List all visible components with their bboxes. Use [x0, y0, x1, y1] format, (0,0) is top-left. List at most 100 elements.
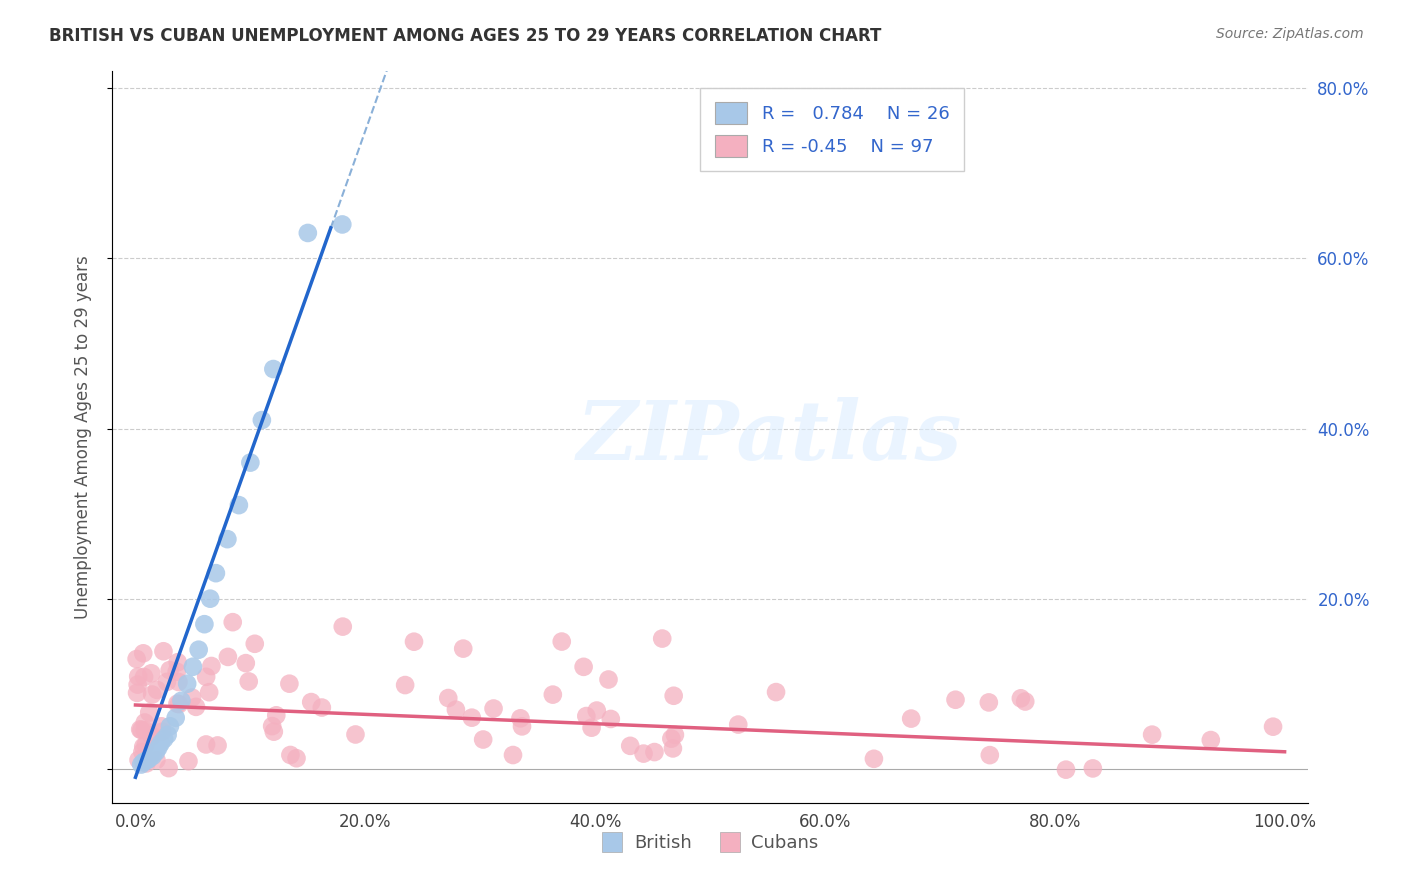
Point [181, 659, 204, 673]
Point [472, 732, 495, 747]
Text: BRITISH VS CUBAN UNEMPLOYMENT AMONG AGES 25 TO 29 YEARS CORRELATION CHART: BRITISH VS CUBAN UNEMPLOYMENT AMONG AGES… [49, 27, 882, 45]
Point [135, 738, 157, 752]
Text: Source: ZipAtlas.com: Source: ZipAtlas.com [1216, 27, 1364, 41]
Point [127, 669, 149, 683]
Point [330, 218, 353, 232]
Point [278, 676, 301, 690]
Point [187, 642, 209, 657]
Point [1054, 763, 1077, 777]
Point [217, 649, 239, 664]
Point [200, 659, 222, 673]
Point [599, 712, 621, 726]
Point [207, 739, 229, 753]
Point [1081, 761, 1104, 775]
Point [145, 745, 167, 759]
Point [131, 745, 153, 759]
Point [299, 695, 322, 709]
Point [541, 688, 564, 702]
Point [1199, 733, 1222, 747]
Point [129, 723, 152, 737]
Point [572, 660, 595, 674]
Point [141, 728, 163, 742]
Legend: British, Cubans: British, Cubans [595, 827, 825, 860]
Point [280, 747, 302, 762]
Point [235, 656, 257, 670]
Point [662, 741, 685, 756]
Point [444, 703, 467, 717]
Point [152, 644, 174, 658]
Point [451, 641, 474, 656]
Point [1140, 728, 1163, 742]
Point [437, 691, 460, 706]
Point [262, 362, 284, 376]
Point [262, 719, 284, 733]
Point [198, 591, 221, 606]
Point [1010, 691, 1032, 706]
Point [250, 413, 273, 427]
Point [575, 709, 598, 723]
Point [662, 689, 685, 703]
Point [1261, 720, 1284, 734]
Point [482, 701, 505, 715]
Point [128, 753, 150, 767]
Point [132, 670, 155, 684]
Point [150, 719, 173, 733]
Point [141, 666, 163, 681]
Point [238, 674, 260, 689]
Point [145, 753, 167, 767]
Point [177, 754, 200, 768]
Point [150, 724, 173, 739]
Point [159, 663, 181, 677]
Point [131, 723, 153, 737]
Point [664, 728, 686, 742]
Point [125, 686, 148, 700]
Point [193, 617, 215, 632]
Point [979, 748, 1001, 763]
Point [509, 711, 531, 725]
Point [863, 752, 886, 766]
Point [166, 697, 188, 711]
Point [166, 655, 188, 669]
Point [156, 728, 179, 742]
Point [141, 688, 163, 702]
Point [141, 730, 163, 744]
Point [146, 682, 169, 697]
Point [977, 695, 1000, 709]
Point [297, 226, 319, 240]
Point [285, 751, 308, 765]
Point [633, 747, 655, 761]
Point [332, 619, 354, 633]
Point [222, 615, 245, 629]
Point [157, 761, 180, 775]
Point [228, 498, 250, 512]
Text: ZIPatlas: ZIPatlas [576, 397, 963, 477]
Y-axis label: Unemployment Among Ages 25 to 29 years: Unemployment Among Ages 25 to 29 years [73, 255, 91, 619]
Point [195, 738, 218, 752]
Point [643, 745, 665, 759]
Point [127, 678, 149, 692]
Point [167, 697, 190, 711]
Point [502, 747, 524, 762]
Point [651, 632, 673, 646]
Point [619, 739, 641, 753]
Point [129, 757, 152, 772]
Point [153, 731, 176, 746]
Point [166, 665, 188, 679]
Point [217, 532, 239, 546]
Point [165, 711, 187, 725]
Point [510, 719, 533, 733]
Point [149, 736, 172, 750]
Point [125, 652, 148, 666]
Point [263, 724, 285, 739]
Point [167, 675, 190, 690]
Point [195, 670, 218, 684]
Point [581, 721, 603, 735]
Point [148, 740, 170, 755]
Point [205, 566, 228, 581]
Point [159, 719, 181, 733]
Point [132, 739, 155, 754]
Point [659, 731, 682, 746]
Point [765, 685, 787, 699]
Point [551, 634, 574, 648]
Point [266, 708, 288, 723]
